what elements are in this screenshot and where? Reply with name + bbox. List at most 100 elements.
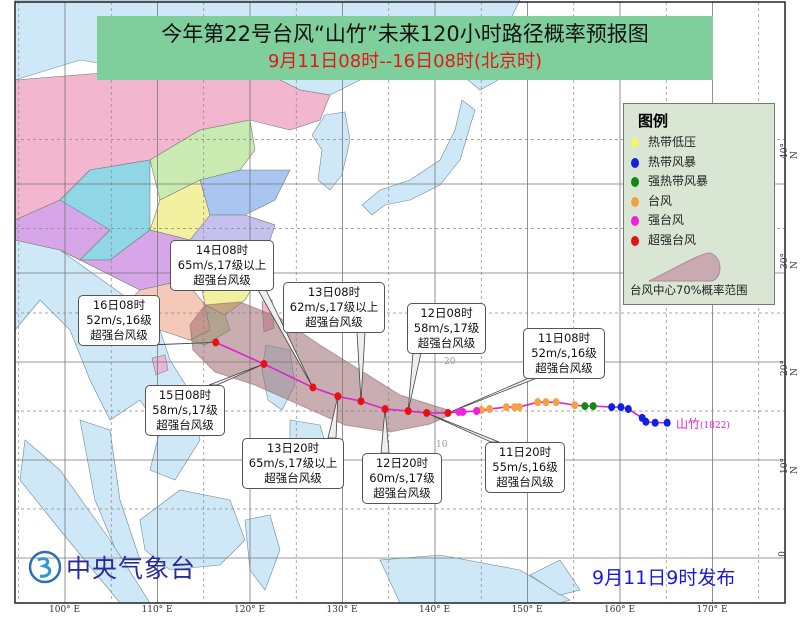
forecast-wind: 55m/s,16级 [492, 460, 558, 474]
legend-symbol-icon [631, 138, 639, 148]
forecast-wind: 58m/s,17级 [152, 403, 218, 417]
forecast-wind: 65m/s,17级以上 [248, 456, 338, 470]
track-point-icon [357, 397, 365, 406]
legend: 图例 热带低压热带风暴强热带风暴 台风强台风超强台风 台风中心70%概率范围 [623, 103, 775, 305]
track-point-icon [581, 402, 589, 411]
forecast-wind: 58m/s,17级 [413, 321, 480, 335]
forecast-level: 超强台风级 [264, 471, 322, 485]
legend-item: 强热带风暴 [624, 172, 774, 192]
track-point-icon [552, 398, 560, 407]
forecast-level: 超强台风级 [373, 486, 431, 500]
agency-logo: 中央气象台 [28, 548, 196, 586]
track-point-icon [663, 418, 671, 427]
track-point-icon [212, 338, 220, 347]
legend-item-label: 台风 [648, 193, 673, 208]
title-banner: 今年第22号台风“山竹”未来120小时路径概率预报图 9月11日08时--16日… [97, 16, 713, 80]
forecast-wind: 52m/s,16级 [86, 313, 152, 327]
map-title: 今年第22号台风“山竹”未来120小时路径概率预报图 [161, 22, 649, 46]
legend-title: 图例 [638, 112, 669, 130]
forecast-time: 14日08时 [195, 243, 249, 257]
longitude-label: 130° E [326, 605, 358, 615]
storm-name: 山竹 [676, 417, 701, 431]
legend-item-label: 强台风 [648, 213, 685, 227]
track-point-icon [651, 418, 659, 427]
forecast-level: 超强台风级 [156, 418, 214, 432]
issue-time: 9月11日9时发布 [592, 567, 736, 589]
forecast-time: 16日08时 [92, 298, 146, 312]
forecast-wind: 60m/s,17级 [369, 471, 435, 485]
track-point-icon [423, 408, 431, 417]
forecast-label-box: 16日08时 52m/s,16级 超强台风级 [78, 295, 160, 346]
track-point-icon [455, 407, 463, 416]
forecast-time: 12日08时 [420, 306, 473, 320]
forecast-level: 超强台风级 [535, 361, 593, 375]
legend-item-label: 热带低压 [648, 135, 697, 149]
forecast-time: 12日20时 [375, 456, 429, 470]
track-point-icon [617, 403, 625, 412]
longitude-label: 150° E [511, 605, 543, 615]
forecast-label-box: 11日20时 55m/s,16级 超强台风级 [485, 442, 565, 493]
legend-symbol-icon [631, 216, 639, 226]
legend-symbol-icon [631, 196, 639, 207]
track-point-icon [473, 407, 481, 415]
forecast-level: 超强台风级 [90, 328, 148, 342]
cone-legend-icon [648, 252, 721, 282]
forecast-label-box: 11日08时 52m/s,16级 超强台风级 [523, 328, 605, 379]
track-point-icon [608, 403, 616, 412]
forecast-label-box: 13日08时 62m/s,17级以上 超强台风级 [283, 282, 385, 333]
latitude-label: 40° N [780, 143, 800, 159]
cma-logo-icon [28, 550, 62, 584]
label-leader-lines [143, 289, 538, 454]
track-point-icon [502, 403, 510, 412]
forecast-time: 11日20时 [498, 445, 552, 459]
forecast-time: 13日08时 [307, 285, 361, 299]
agency-name: 中央气象台 [66, 554, 197, 583]
track-point-icon [638, 413, 646, 422]
forecast-wind: 62m/s,17级以上 [289, 300, 379, 314]
forecast-time: 15日08时 [158, 388, 212, 402]
latitude-label: 0 [777, 551, 788, 557]
cone-legend-label: 台风中心70%概率范围 [630, 283, 748, 297]
inline-latitude-label: 20 [444, 357, 456, 367]
track-point-icon [571, 401, 579, 410]
latitude-label: 20° N [780, 360, 800, 376]
track-point-icon [334, 392, 342, 401]
track-point-icon [260, 359, 268, 368]
longitude-label: 170° E [696, 605, 728, 615]
track-point-icon [534, 398, 542, 407]
map-subtitle: 9月11日08时--16日08时(北京时) [267, 51, 543, 72]
forecast-label-box: 13日20时 65m/s,17级以上 超强台风级 [242, 438, 344, 489]
probability-cone [189, 301, 449, 433]
legend-item-label: 超强台风 [648, 232, 697, 247]
longitude-label: 140° E [419, 605, 451, 615]
map-frame [14, 1, 786, 604]
track-point-icon [381, 405, 389, 414]
track-point-icon [542, 398, 550, 407]
typhoon-track [212, 338, 671, 427]
longitude-label: 100° E [49, 605, 81, 615]
legend-symbol-icon [631, 177, 639, 187]
forecast-label-box: 15日08时 58m/s,17级 超强台风级 [145, 385, 225, 436]
inline-latitude-label: 10 [436, 440, 448, 450]
longitude-label: 160° E [604, 605, 636, 615]
forecast-label-box: 14日08时 65m/s,17级以上 超强台风级 [170, 240, 274, 291]
forecast-time: 11日08时 [537, 331, 591, 345]
latitude-label: 30° N [780, 253, 800, 269]
forecast-level: 超强台风级 [417, 336, 476, 350]
track-point-icon [511, 403, 519, 412]
forecast-level: 超强台风级 [305, 315, 363, 329]
forecast-wind: 52m/s,16级 [531, 346, 597, 360]
track-point-icon [404, 407, 412, 415]
track-point-icon [444, 408, 452, 417]
track-point-icon [486, 405, 494, 414]
forecast-level: 超强台风级 [496, 475, 554, 489]
legend-item: 超强台风 [624, 231, 774, 251]
track-point-icon [309, 383, 317, 392]
latitude-label: 10° N [780, 458, 800, 474]
forecast-label-box: 12日20时 60m/s,17级 超强台风级 [362, 453, 442, 504]
legend-symbol-icon [631, 157, 639, 168]
legend-item-label: 热带风暴 [648, 154, 697, 169]
storm-name-label: 山竹(1822) [676, 415, 730, 432]
longitude-label: 110° E [141, 605, 173, 615]
